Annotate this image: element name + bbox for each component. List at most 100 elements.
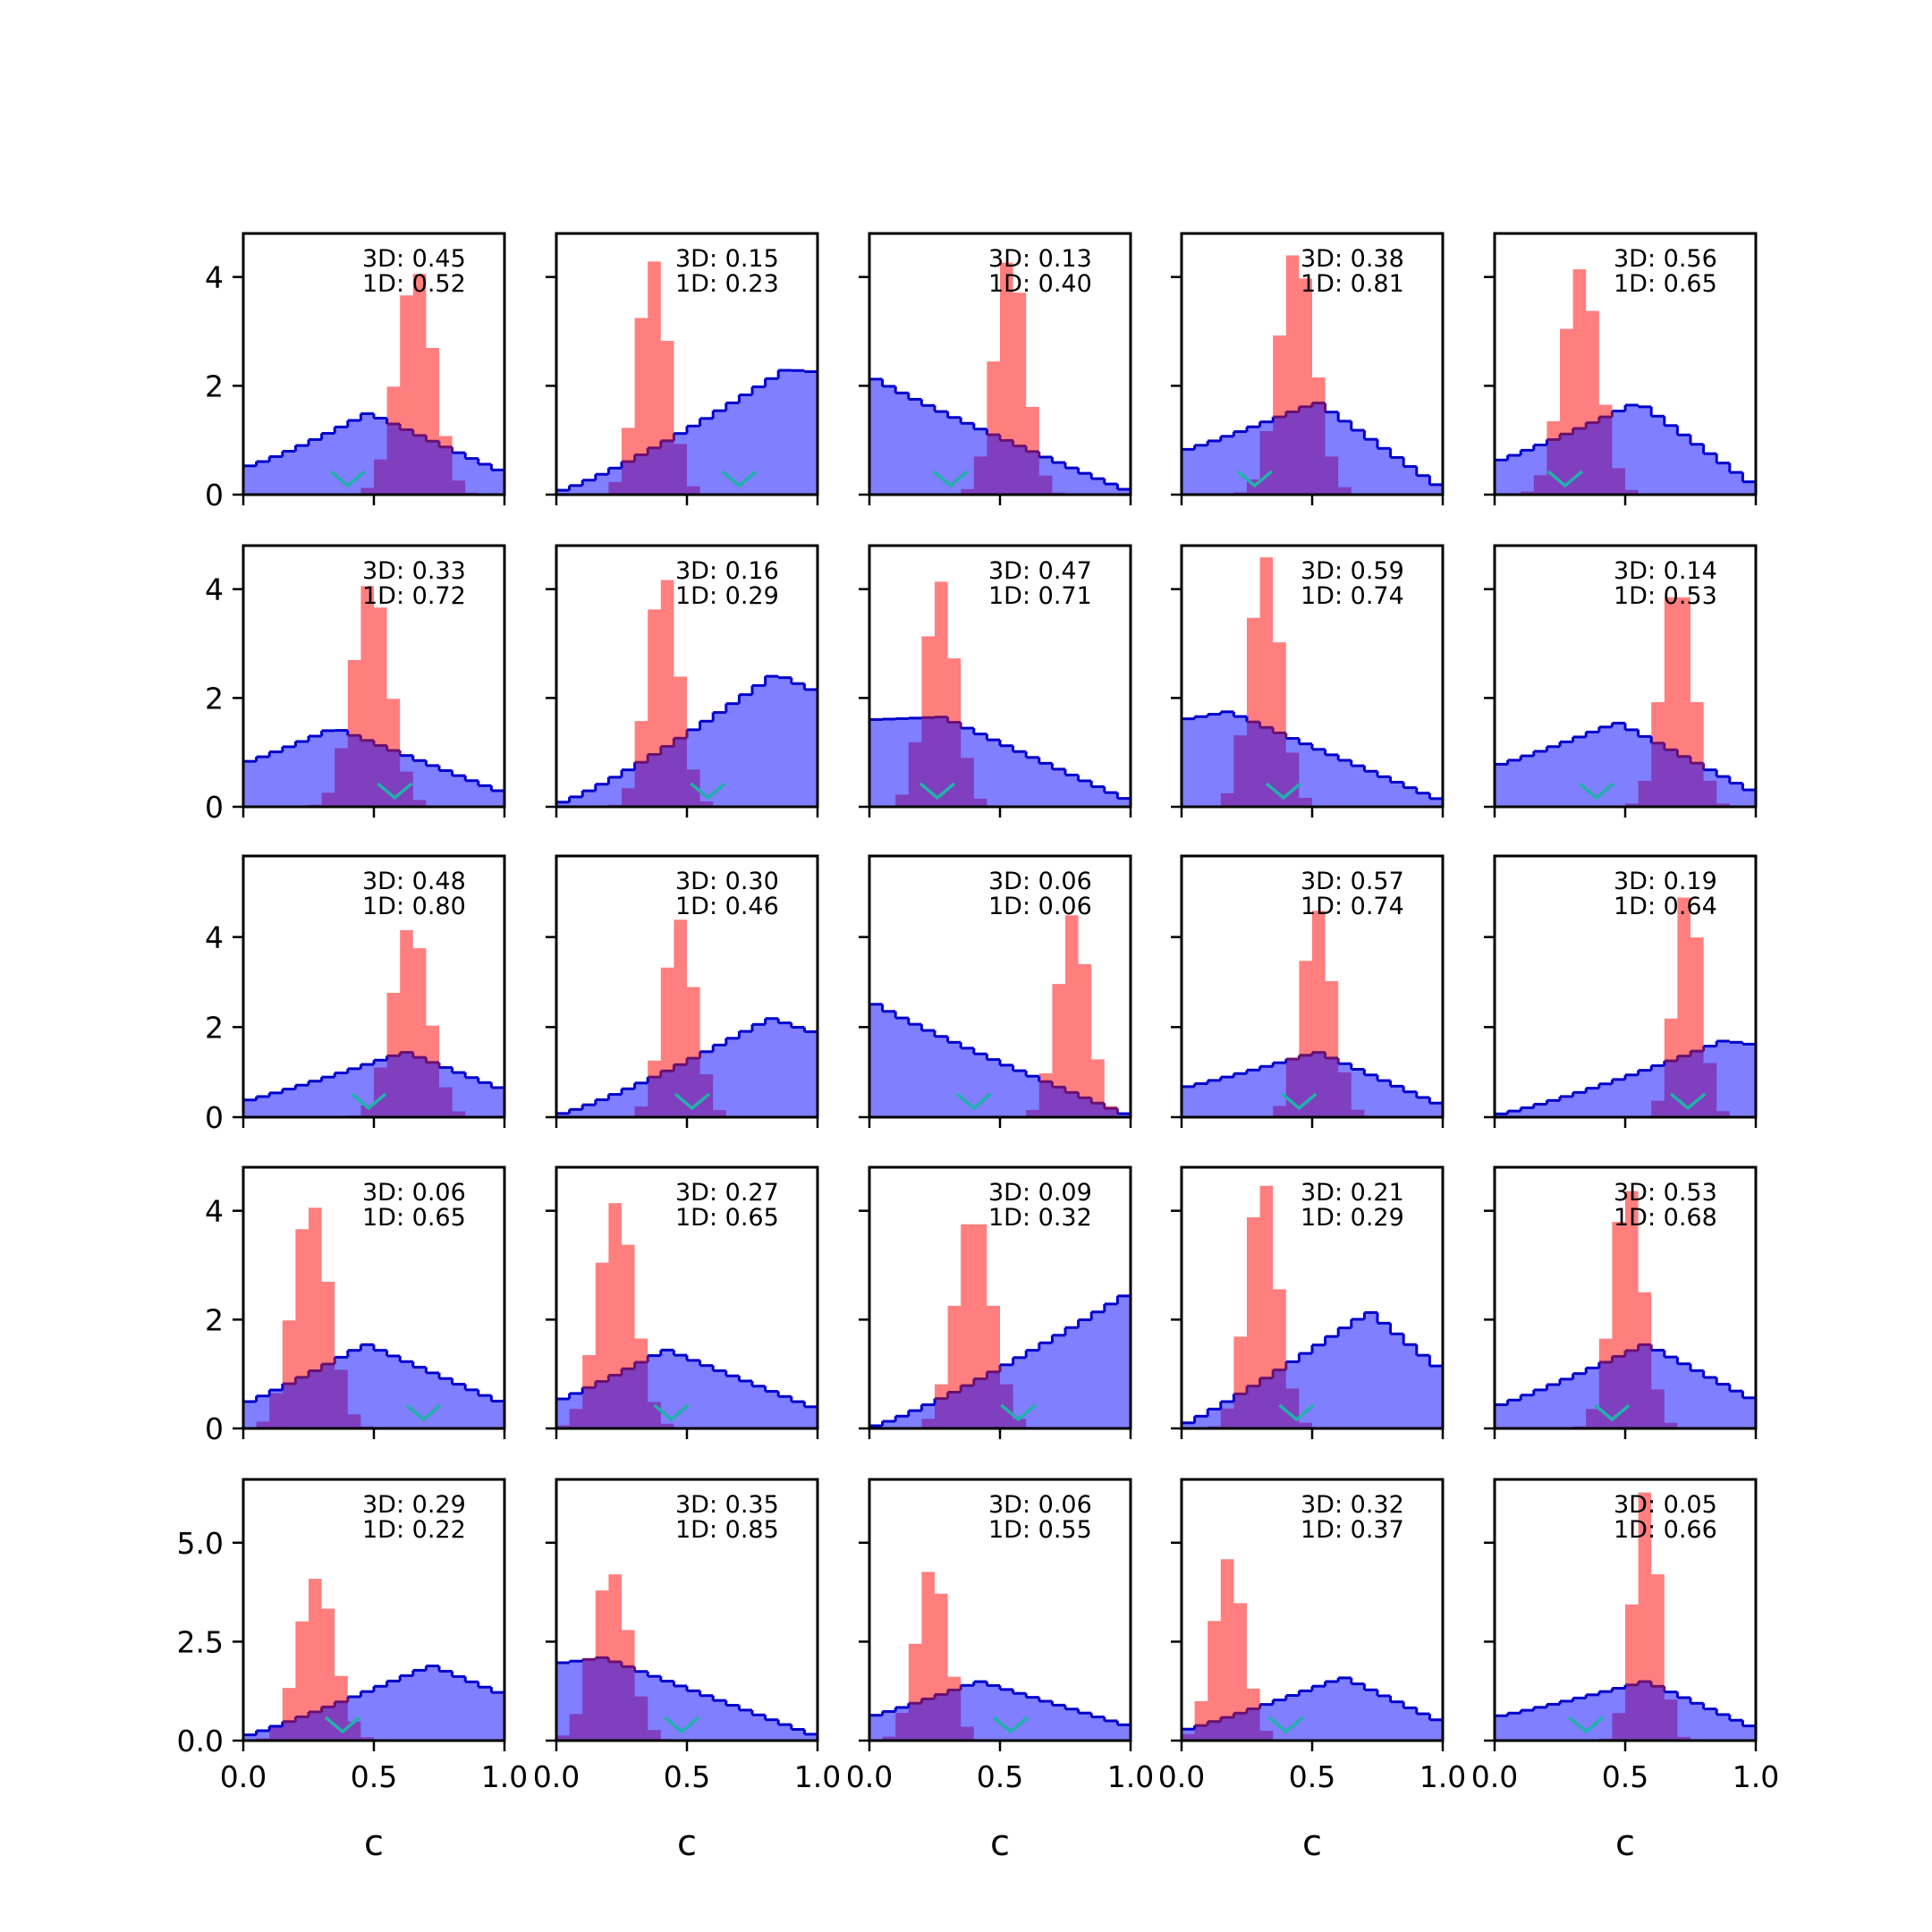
annotation-1d: 1D: 0.74	[1301, 893, 1404, 920]
y-tick-label: 2	[205, 1010, 224, 1045]
annotation-3d: 3D: 0.15	[675, 245, 779, 273]
marker-vee	[992, 1716, 1029, 1734]
x-tick-label: 1.0	[1107, 1759, 1154, 1794]
marker-vee	[1546, 470, 1583, 488]
annotation-1d: 1D: 0.65	[1614, 270, 1717, 298]
marker-vee	[664, 1716, 700, 1734]
x-tick-label: 0.0	[1158, 1759, 1205, 1794]
marker-vee	[329, 470, 366, 488]
x-tick-label: 0.0	[1471, 1759, 1518, 1794]
annotation-3d: 3D: 0.05	[1614, 1491, 1717, 1519]
x-tick-label: 0.0	[220, 1759, 267, 1794]
x-tick-label: 1.0	[481, 1759, 528, 1794]
y-tick-label: 2.5	[177, 1624, 224, 1659]
x-tick-label: 0.0	[533, 1759, 580, 1794]
histogram-1d	[869, 915, 1131, 1117]
marker-vee	[1265, 782, 1302, 801]
annotation-1d: 1D: 0.29	[675, 582, 779, 610]
annotation-1d: 1D: 0.66	[1614, 1516, 1717, 1544]
histogram-3d	[243, 1665, 504, 1741]
y-tick-label: 4	[205, 572, 224, 607]
histogram-1d	[556, 261, 818, 495]
annotation-3d: 3D: 0.16	[675, 557, 779, 585]
annotation-3d: 3D: 0.30	[675, 868, 779, 895]
annotation-1d: 1D: 0.46	[675, 893, 779, 920]
annotation-1d: 1D: 0.85	[675, 1516, 779, 1544]
marker-vee	[690, 782, 726, 801]
histogram-3d	[1495, 1682, 1756, 1741]
histogram-1d	[1182, 255, 1443, 495]
annotation-1d: 1D: 0.22	[362, 1516, 466, 1544]
x-axis-label: c	[990, 1823, 1010, 1864]
marker-vee	[1578, 782, 1615, 801]
histogram-1d	[243, 1579, 504, 1741]
annotation-3d: 3D: 0.33	[362, 557, 466, 585]
annotation-1d: 1D: 0.80	[362, 893, 466, 920]
histogram-3d	[556, 1657, 818, 1741]
histogram-1d	[869, 1224, 1131, 1428]
histogram-1d	[1495, 597, 1756, 807]
annotation-3d: 3D: 0.09	[988, 1179, 1092, 1207]
annotation-3d: 3D: 0.57	[1301, 868, 1404, 895]
annotation-1d: 1D: 0.74	[1301, 582, 1404, 610]
x-tick-label: 0.0	[846, 1759, 893, 1794]
histogram-1d	[243, 586, 504, 807]
x-tick-label: 1.0	[1419, 1759, 1466, 1794]
marker-vee	[1267, 1716, 1304, 1734]
marker-vee	[919, 782, 956, 801]
y-tick-label: 2	[205, 369, 224, 403]
histogram-1d	[1182, 1559, 1443, 1741]
marker-vee	[1568, 1716, 1605, 1734]
annotation-1d: 1D: 0.71	[988, 582, 1092, 610]
annotation-3d: 3D: 0.06	[988, 1491, 1092, 1519]
marker-vee	[1278, 1403, 1315, 1422]
marker-vee	[324, 1716, 361, 1734]
y-tick-label: 2	[205, 1302, 224, 1337]
histogram-3d	[1182, 402, 1443, 495]
annotation-3d: 3D: 0.53	[1614, 1179, 1717, 1207]
y-tick-label: 4	[205, 1194, 224, 1229]
annotation-1d: 1D: 0.81	[1301, 270, 1404, 298]
x-tick-label: 0.5	[977, 1759, 1023, 1794]
marker-vee	[721, 470, 758, 488]
annotation-3d: 3D: 0.56	[1614, 245, 1717, 273]
annotation-3d: 3D: 0.29	[362, 1491, 466, 1519]
annotation-3d: 3D: 0.06	[988, 868, 1092, 895]
y-tick-label: 0	[205, 790, 224, 825]
annotation-3d: 3D: 0.06	[362, 1179, 466, 1207]
annotation-1d: 1D: 0.40	[988, 270, 1092, 298]
annotation-1d: 1D: 0.29	[1301, 1204, 1404, 1232]
marker-vee	[351, 1092, 387, 1111]
marker-vee	[1281, 1092, 1318, 1111]
annotation-1d: 1D: 0.64	[1614, 893, 1717, 920]
marker-vee	[1000, 1403, 1037, 1422]
annotation-3d: 3D: 0.38	[1301, 245, 1404, 273]
annotation-1d: 1D: 0.52	[362, 270, 466, 298]
annotation-1d: 1D: 0.72	[362, 582, 466, 610]
histogram-1d	[243, 274, 504, 495]
x-axis-label: c	[1302, 1823, 1322, 1864]
x-tick-label: 0.5	[1602, 1759, 1648, 1794]
histogram-3d	[243, 413, 504, 495]
histogram-1d	[1495, 1191, 1756, 1428]
annotation-3d: 3D: 0.59	[1301, 557, 1404, 585]
marker-vee	[1594, 1403, 1631, 1422]
annotation-3d: 3D: 0.45	[362, 245, 466, 273]
annotation-1d: 1D: 0.55	[988, 1516, 1092, 1544]
marker-vee	[653, 1403, 690, 1422]
y-tick-label: 5.0	[177, 1526, 224, 1561]
annotation-3d: 3D: 0.13	[988, 245, 1092, 273]
